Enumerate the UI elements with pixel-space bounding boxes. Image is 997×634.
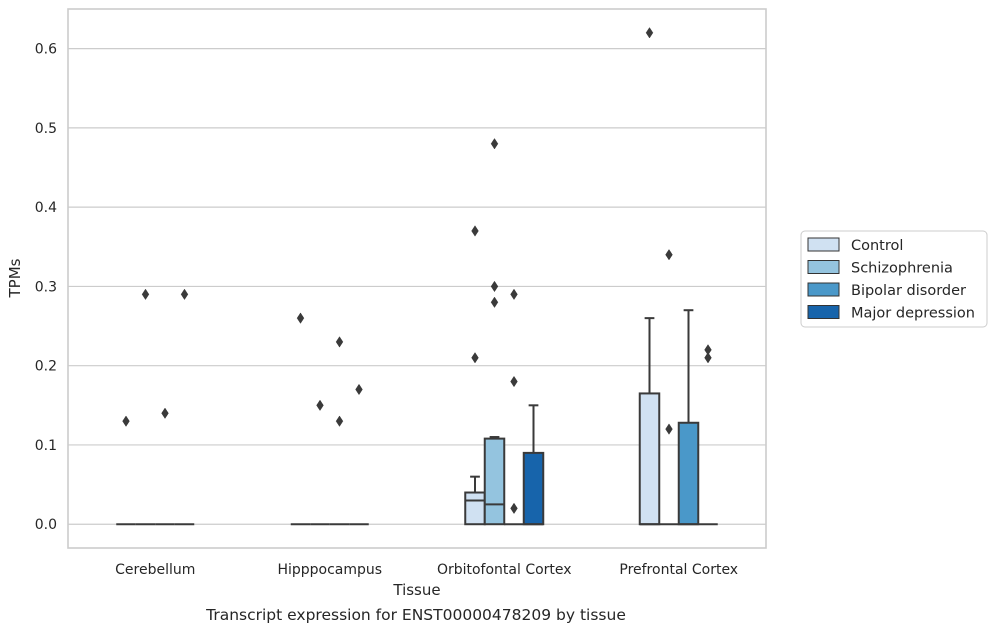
box — [522, 451, 545, 526]
outlier-point — [665, 249, 673, 261]
box-group — [483, 138, 506, 526]
box-group — [155, 407, 175, 526]
y-tick-label: 0.5 — [35, 121, 57, 137]
legend-swatch — [807, 305, 840, 319]
box-group — [116, 415, 136, 526]
outlier-point — [161, 407, 169, 419]
legend-entry-label: Schizophrenia — [851, 261, 953, 277]
outlier-point — [490, 280, 499, 293]
outlier-point — [180, 288, 189, 301]
x-axis-label: Tissue — [392, 581, 440, 599]
outlier-point — [510, 288, 518, 301]
y-tick-label: 0.4 — [35, 200, 57, 216]
y-tick-label: 0.1 — [35, 438, 57, 454]
y-tick-label: 0.0 — [35, 517, 57, 533]
y-tick-label: 0.6 — [35, 42, 57, 58]
outlier-point — [296, 312, 305, 324]
plot-frame — [67, 8, 767, 549]
legend-entry-label: Major depression — [851, 306, 975, 322]
box-group — [659, 249, 679, 526]
legend: Control Schizophrenia Bipolar disorder Majo… — [800, 230, 988, 328]
outlier-point — [704, 352, 712, 364]
legend-entry-label: Control — [851, 238, 903, 254]
box-group — [174, 288, 195, 526]
outlier-point — [335, 336, 344, 348]
y-tick-label: 0.2 — [35, 359, 57, 375]
legend-swatch — [807, 282, 840, 297]
x-axis-ticks: Cerebellum Hipppocampus Orbitofontal Corte… — [115, 562, 738, 578]
figure-caption: Transcript expression for ENST0000047820… — [206, 606, 626, 624]
y-axis-label: TPMs — [6, 258, 24, 298]
y-axis-ticks: 0.0 0.1 0.2 0.3 0.4 0.5 0.6 — [35, 42, 57, 534]
outlier-point — [665, 423, 673, 435]
box-group — [464, 225, 486, 526]
x-tick-label: Prefrontal Cortex — [619, 562, 738, 578]
box — [677, 421, 700, 526]
outlier-point — [316, 399, 324, 411]
box-group — [329, 336, 350, 526]
box-group — [698, 344, 718, 526]
legend-swatch — [807, 260, 840, 274]
legend-swatch — [807, 237, 840, 252]
box-group — [135, 288, 156, 526]
outlier-point — [471, 352, 479, 364]
y-tick-label: 0.3 — [35, 279, 57, 295]
box — [638, 392, 661, 526]
legend-entry-label: Bipolar disorder — [851, 283, 966, 299]
box — [464, 491, 486, 526]
x-tick-label: Cerebellum — [115, 562, 195, 578]
outlier-point — [645, 27, 654, 39]
outlier-point — [335, 415, 344, 427]
box-group — [504, 288, 524, 526]
x-tick-label: Hipppocampus — [277, 562, 382, 578]
box-group — [349, 383, 369, 526]
box-group — [290, 312, 311, 526]
outlier-point — [510, 502, 518, 515]
outlier-point — [510, 375, 518, 388]
legend-frame — [800, 230, 988, 328]
box-plots — [116, 27, 718, 526]
x-tick-label: Orbitofontal Cortex — [437, 562, 572, 578]
outlier-point — [490, 138, 499, 150]
outlier-point — [490, 296, 499, 308]
gridlines — [68, 48, 766, 525]
box — [483, 437, 506, 526]
outlier-point — [141, 288, 150, 301]
box-group — [310, 399, 330, 526]
outlier-point — [471, 225, 479, 237]
box-group — [522, 404, 545, 526]
outlier-point — [355, 383, 363, 396]
box-group — [677, 309, 700, 526]
outlier-point — [122, 415, 130, 427]
box-group — [638, 27, 661, 526]
